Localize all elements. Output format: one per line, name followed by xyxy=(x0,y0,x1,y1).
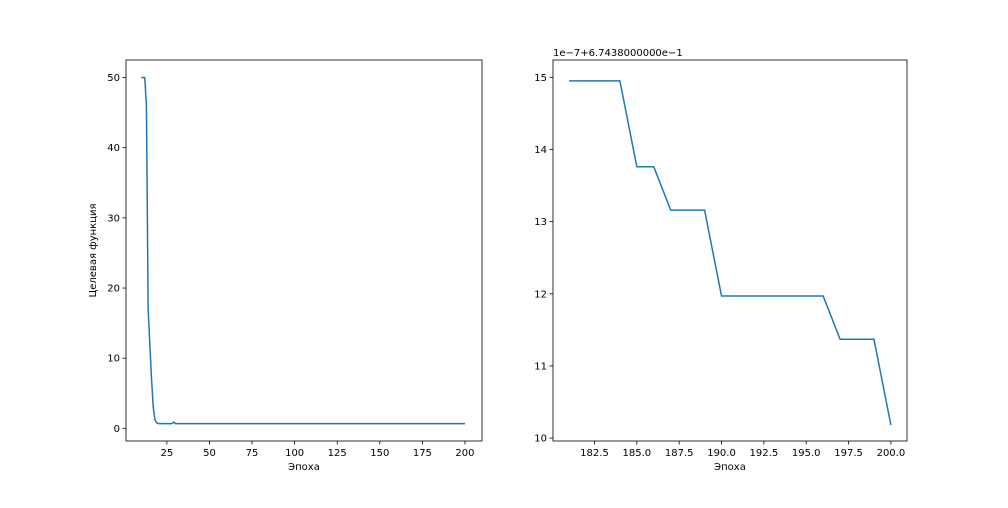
right-y-tick-label: 14 xyxy=(534,145,547,156)
right-x-tick-label: 192.5 xyxy=(750,448,779,459)
right-x-tick-label: 182.5 xyxy=(580,448,609,459)
right-series-line xyxy=(569,80,892,426)
right-y-offset-text: 1e−7+6.7438000000e−1 xyxy=(553,48,683,59)
right-x-tick-label: 187.5 xyxy=(665,448,694,459)
left-x-tick-label: 200 xyxy=(455,448,474,459)
right-y-tick-label: 15 xyxy=(534,73,547,84)
left-ticks: 25 50 75 100 125 150 175 200 0 10 20 30 40 50 xyxy=(107,73,474,459)
left-y-tick-label: 0 xyxy=(114,424,120,435)
right-x-tick-label: 195.0 xyxy=(792,448,821,459)
right-y-tick-label: 10 xyxy=(534,434,547,445)
right-x-tick-label: 190.0 xyxy=(707,448,736,459)
left-x-tick-label: 25 xyxy=(161,448,174,459)
left-x-tick-label: 125 xyxy=(328,448,347,459)
right-y-tick-label: 11 xyxy=(534,361,547,372)
right-y-tick-label: 13 xyxy=(534,217,547,228)
left-y-tick-label: 40 xyxy=(107,143,120,154)
left-y-tick-label: 10 xyxy=(107,354,120,365)
left-x-tick-label: 50 xyxy=(203,448,216,459)
left-y-tick-label: 30 xyxy=(107,213,120,224)
left-series-line xyxy=(141,76,465,425)
right-x-tick-label: 197.5 xyxy=(834,448,863,459)
left-x-axis-label: Эпоха xyxy=(288,462,320,473)
left-x-tick-label: 150 xyxy=(370,448,389,459)
right-ticks: 182.5 185.0 187.5 190.0 192.5 195.0 197.5 200.0… xyxy=(534,73,905,459)
left-x-tick-label: 175 xyxy=(413,448,432,459)
right-x-tick-label: 200.0 xyxy=(877,448,906,459)
right-x-axis-label: Эпоха xyxy=(714,462,746,473)
right-subplot: 182.5 185.0 187.5 190.0 192.5 195.0 197.5 200.0… xyxy=(534,48,908,473)
left-x-tick-label: 100 xyxy=(285,448,304,459)
left-y-tick-label: 20 xyxy=(107,284,120,295)
right-x-tick-label: 185.0 xyxy=(623,448,652,459)
left-axes-frame xyxy=(125,59,483,442)
left-y-axis-label: Целевая функция xyxy=(88,203,99,297)
left-x-tick-label: 75 xyxy=(246,448,259,459)
left-subplot: 25 50 75 100 125 150 175 200 0 10 20 30 40 50 Эпоха Ц… xyxy=(88,59,483,473)
right-axes-frame xyxy=(552,59,908,442)
left-y-tick-label: 50 xyxy=(107,73,120,84)
right-y-tick-label: 12 xyxy=(534,289,547,300)
